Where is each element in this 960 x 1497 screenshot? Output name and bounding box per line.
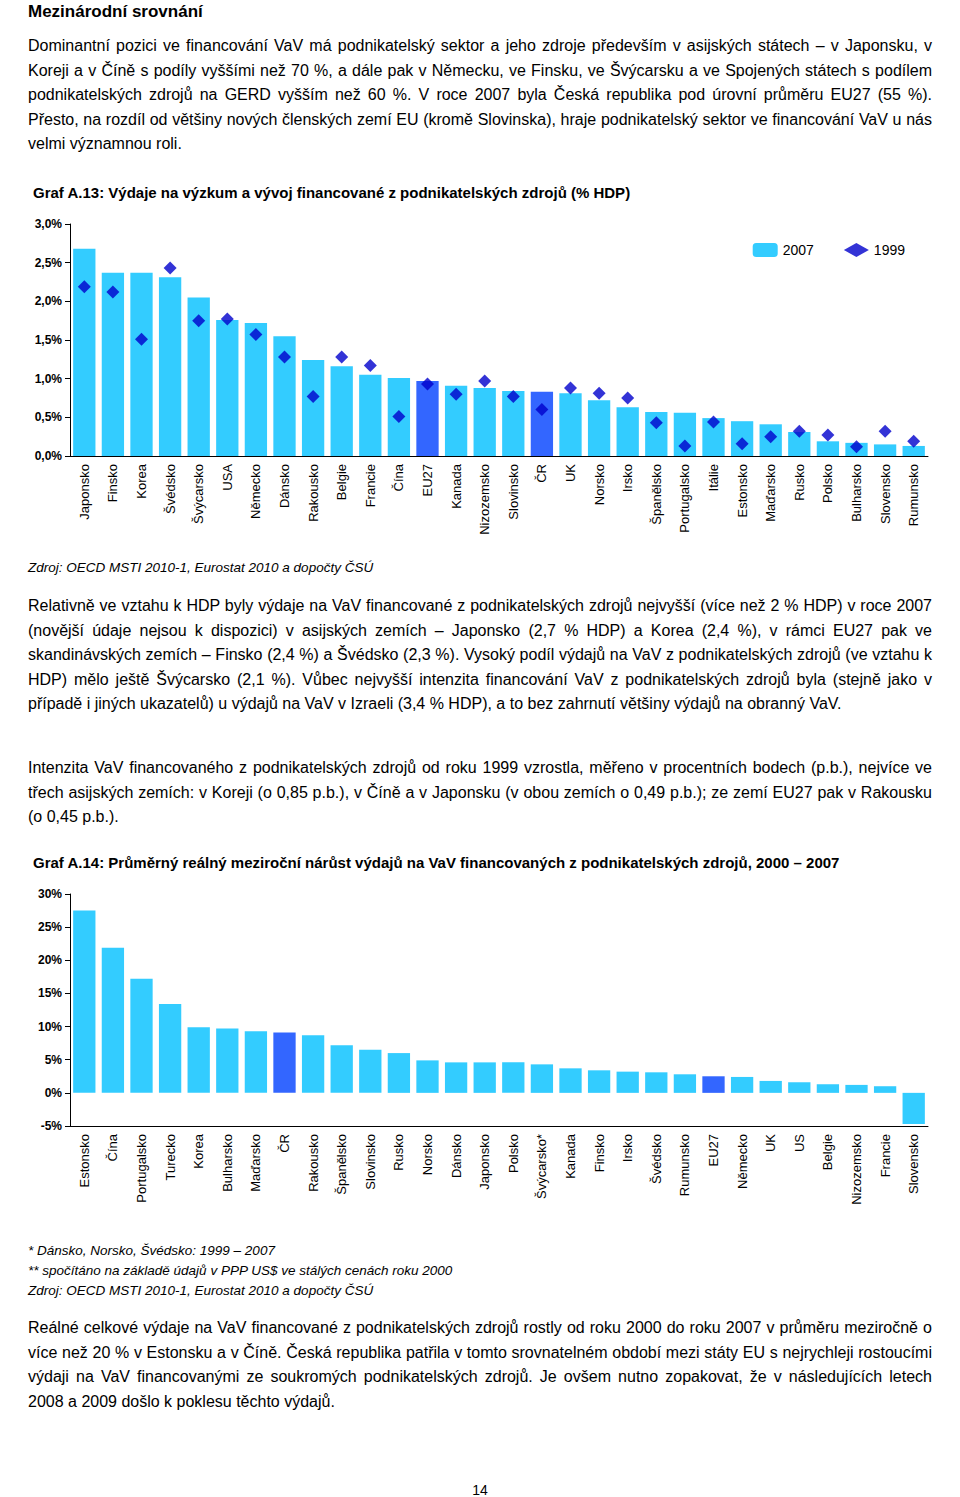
- svg-text:Švédsko: Švédsko: [163, 464, 178, 514]
- svg-text:Irsko: Irsko: [620, 464, 635, 492]
- svg-text:Bulharsko: Bulharsko: [220, 1134, 235, 1192]
- svg-text:Korea: Korea: [134, 463, 149, 498]
- svg-text:UK: UK: [563, 464, 578, 482]
- html-text:Mezinárodní srovnání: Mezinárodní srovnání: [28, 2, 203, 21]
- svg-text:1,0%: 1,0%: [35, 372, 63, 386]
- svg-text:US: US: [792, 1134, 807, 1152]
- svg-text:Bulharsko: Bulharsko: [849, 464, 864, 522]
- svg-text:2007: 2007: [783, 242, 814, 258]
- svg-text:Finsko: Finsko: [592, 1134, 607, 1172]
- svg-text:Rakousko: Rakousko: [306, 1134, 321, 1192]
- svg-text:1999: 1999: [874, 242, 905, 258]
- svg-text:Portugalsko: Portugalsko: [677, 464, 692, 533]
- svg-text:Rumunsko: Rumunsko: [906, 464, 921, 526]
- svg-text:Slovensko: Slovensko: [906, 1134, 921, 1194]
- svg-text:Rakousko: Rakousko: [306, 464, 321, 522]
- svg-text:Čína: Čína: [105, 1133, 120, 1161]
- svg-text:Švédsko: Švédsko: [649, 1134, 664, 1184]
- svg-text:Slovinsko: Slovinsko: [506, 464, 521, 520]
- svg-text:Dánsko: Dánsko: [449, 1134, 464, 1178]
- svg-text:Německo: Německo: [248, 464, 263, 519]
- svg-text:Nizozemsko: Nizozemsko: [849, 1134, 864, 1205]
- svg-text:Španělsko: Španělsko: [649, 464, 664, 525]
- svg-text:Korea: Korea: [191, 1133, 206, 1168]
- svg-text:10%: 10%: [38, 1020, 62, 1034]
- svg-text:2,5%: 2,5%: [35, 256, 63, 270]
- svg-text:Estonsko: Estonsko: [735, 464, 750, 517]
- html-text:Zdroj: OECD MSTI 2010-1, Euros: Zdroj: OECD MSTI 2010-1, Eurostat 2010 a…: [28, 560, 374, 575]
- svg-text:Itálie: Itálie: [706, 464, 721, 491]
- svg-text:20%: 20%: [38, 953, 62, 967]
- html-text:Intenzita VaV financovaného z: Intenzita VaV financovaného z podnikatel…: [28, 759, 932, 826]
- svg-text:Rumunsko: Rumunsko: [677, 1134, 692, 1196]
- svg-text:3,0%: 3,0%: [35, 217, 63, 231]
- svg-text:Turecko: Turecko: [163, 1134, 178, 1180]
- html-text:Dominantní pozici ve financová: Dominantní pozici ve financování VaV má …: [28, 37, 932, 153]
- svg-text:0,5%: 0,5%: [35, 410, 63, 424]
- svg-text:15%: 15%: [38, 986, 62, 1000]
- svg-text:Graf A.13: Výdaje na výzkum a: Graf A.13: Výdaje na výzkum a vývoj fina…: [33, 184, 630, 201]
- svg-text:Švýcarsko*: Švýcarsko*: [534, 1134, 549, 1199]
- svg-text:25%: 25%: [38, 920, 62, 934]
- svg-text:Čína: Čína: [391, 463, 406, 491]
- svg-text:Německo: Německo: [735, 1134, 750, 1189]
- svg-text:2,0%: 2,0%: [35, 294, 63, 308]
- svg-text:Norsko: Norsko: [420, 1134, 435, 1175]
- svg-text:ČR: ČR: [277, 1134, 292, 1153]
- svg-text:Portugalsko: Portugalsko: [134, 1134, 149, 1203]
- svg-text:Kanada: Kanada: [449, 463, 464, 509]
- svg-text:Maďarsko: Maďarsko: [763, 464, 778, 522]
- svg-text:Belgie: Belgie: [334, 464, 349, 500]
- html-text:Reálné celkové výdaje na VaV f: Reálné celkové výdaje na VaV financované…: [28, 1319, 932, 1410]
- svg-text:Francie: Francie: [363, 464, 378, 507]
- svg-text:USA: USA: [220, 464, 235, 491]
- svg-text:Graf A.14: Průměrný reálný mez: Graf A.14: Průměrný reálný meziroční nár…: [33, 854, 839, 871]
- html-text:14: 14: [472, 1482, 488, 1497]
- svg-text:Nizozemsko: Nizozemsko: [477, 464, 492, 535]
- html-text:* Dánsko, Norsko, Švédsko: 199: * Dánsko, Norsko, Švédsko: 1999 – 2007: [28, 1243, 275, 1258]
- svg-text:Dánsko: Dánsko: [277, 464, 292, 508]
- svg-text:Španělsko: Španělsko: [334, 1134, 349, 1195]
- svg-text:Japonsko: Japonsko: [477, 1134, 492, 1190]
- svg-text:1,5%: 1,5%: [35, 333, 63, 347]
- svg-text:UK: UK: [763, 1134, 778, 1152]
- html-text:** spočítáno na základě údajů: ** spočítáno na základě údajů v PPP US$ …: [28, 1263, 453, 1278]
- svg-text:Belgie: Belgie: [820, 1134, 835, 1170]
- svg-text:Kanada: Kanada: [563, 1133, 578, 1179]
- html-text:Relativně ve vztahu k HDP byly: Relativně ve vztahu k HDP byly výdaje na…: [28, 597, 932, 713]
- svg-text:Finsko: Finsko: [105, 464, 120, 502]
- svg-text:5%: 5%: [45, 1053, 63, 1067]
- svg-text:-5%: -5%: [41, 1119, 63, 1133]
- svg-text:ČR: ČR: [534, 464, 549, 483]
- svg-text:30%: 30%: [38, 887, 62, 901]
- svg-text:EU27: EU27: [420, 464, 435, 497]
- svg-text:EU27: EU27: [706, 1134, 721, 1167]
- svg-text:Rusko: Rusko: [391, 1134, 406, 1171]
- svg-text:Francie: Francie: [878, 1134, 893, 1177]
- svg-text:Maďarsko: Maďarsko: [248, 1134, 263, 1192]
- svg-text:Japonsko: Japonsko: [77, 464, 92, 520]
- html-text:Zdroj: OECD MSTI 2010-1, Euros: Zdroj: OECD MSTI 2010-1, Eurostat 2010 a…: [28, 1283, 374, 1298]
- svg-text:Švýcarsko: Švýcarsko: [191, 464, 206, 524]
- svg-text:Irsko: Irsko: [620, 1134, 635, 1162]
- svg-text:Estonsko: Estonsko: [77, 1134, 92, 1187]
- svg-text:Slovinsko: Slovinsko: [363, 1134, 378, 1190]
- svg-text:0%: 0%: [45, 1086, 63, 1100]
- svg-text:0,0%: 0,0%: [35, 449, 63, 463]
- svg-text:Norsko: Norsko: [592, 464, 607, 505]
- svg-text:Polsko: Polsko: [820, 464, 835, 503]
- svg-text:Polsko: Polsko: [506, 1134, 521, 1173]
- svg-text:Rusko: Rusko: [792, 464, 807, 501]
- svg-text:Slovensko: Slovensko: [878, 464, 893, 524]
